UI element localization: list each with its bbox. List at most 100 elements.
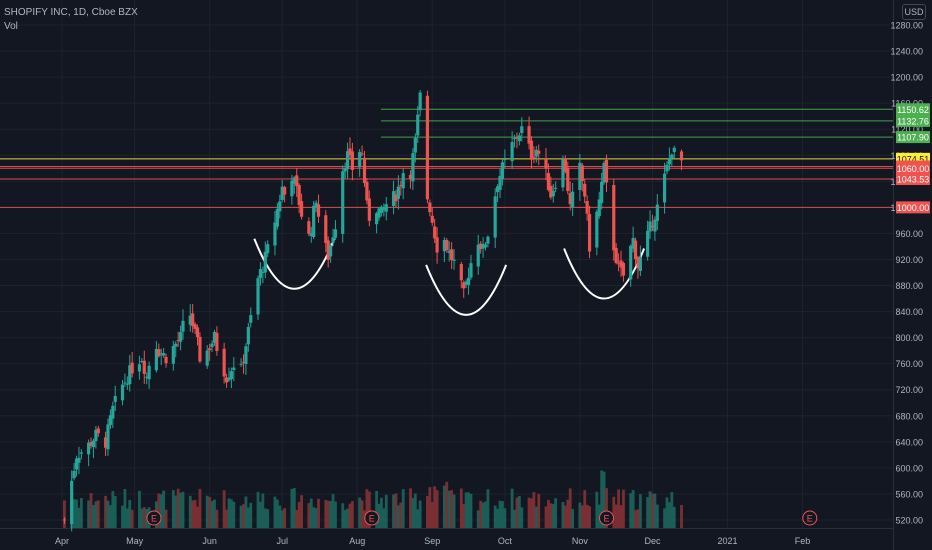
volume-bar xyxy=(568,488,572,528)
candle-body xyxy=(212,331,217,343)
price-tick-label: 1120.00 xyxy=(891,125,923,135)
candle-body xyxy=(665,164,669,172)
candle-body xyxy=(266,244,270,254)
candle-body xyxy=(181,320,185,332)
volume-bar xyxy=(433,486,437,528)
volume-bar xyxy=(537,493,541,528)
volume-bar xyxy=(239,505,243,528)
candle-body xyxy=(399,185,403,187)
candle-body xyxy=(408,174,413,179)
candle-body xyxy=(653,219,657,232)
candle-body xyxy=(171,345,175,364)
candle-body xyxy=(619,260,623,268)
volume-bar xyxy=(396,505,400,528)
volume-bar xyxy=(111,491,115,528)
candle-body xyxy=(600,181,604,203)
candle-body xyxy=(292,177,296,184)
price-tick-label: 800.00 xyxy=(895,333,923,343)
volume-bar xyxy=(566,499,570,528)
volume-bar xyxy=(617,489,620,528)
earnings-icon-label: E xyxy=(603,514,609,524)
candle-body xyxy=(529,140,534,160)
volume-bar xyxy=(121,505,124,528)
candle-body xyxy=(331,237,335,243)
currency-badge[interactable]: USD xyxy=(902,4,926,20)
volume-bar xyxy=(343,510,347,528)
time-tick-label: Dec xyxy=(644,536,661,546)
candle-body xyxy=(77,457,81,463)
candle-body xyxy=(585,200,589,214)
volume-bar xyxy=(213,499,216,528)
volume-bar xyxy=(442,485,446,528)
candle-body xyxy=(631,237,635,249)
candle-body xyxy=(396,186,400,199)
volume-bar xyxy=(515,497,519,528)
volume-bar xyxy=(292,488,296,528)
volume-bar xyxy=(484,501,487,528)
volume-bar xyxy=(544,506,548,528)
candle-body xyxy=(629,245,633,280)
candle-body xyxy=(106,424,110,450)
volume-bar xyxy=(191,500,195,528)
candle-body xyxy=(208,348,212,351)
volume-bar xyxy=(668,502,671,528)
volume-bar xyxy=(96,500,100,528)
candle-body xyxy=(367,198,371,221)
candle-body xyxy=(103,437,108,448)
candle-body xyxy=(159,353,163,355)
volume-bar xyxy=(413,493,417,528)
level-price-tag-label: 1150.62 xyxy=(897,105,929,115)
candle-body xyxy=(479,243,483,250)
volume-bar xyxy=(578,502,582,528)
candle-body xyxy=(191,313,195,327)
candle-body xyxy=(512,138,517,140)
candle-body xyxy=(377,208,381,218)
volume-bar xyxy=(634,510,637,528)
candle-body xyxy=(646,230,650,257)
volume-bar xyxy=(164,509,168,528)
time-tick-label: Jul xyxy=(276,536,288,546)
candle-body xyxy=(278,201,282,212)
level-price-tag xyxy=(896,201,930,214)
candle-body xyxy=(604,159,609,183)
earnings-icon-label: E xyxy=(369,514,375,524)
candle-body xyxy=(662,173,667,203)
volume-bar xyxy=(399,502,403,528)
volume-bar xyxy=(510,488,514,528)
volume-bar xyxy=(249,502,253,528)
level-price-tag xyxy=(896,103,930,116)
rounded-bottom-arc xyxy=(563,248,646,300)
candle-body xyxy=(500,162,505,179)
time-tick-label: Jun xyxy=(202,536,217,546)
candle-body xyxy=(679,151,684,161)
candle-body xyxy=(382,207,386,211)
volume-bar xyxy=(222,490,226,528)
price-tick-label: 600.00 xyxy=(895,463,923,473)
volume-bar xyxy=(411,497,415,528)
candle-body xyxy=(280,186,284,200)
candle-body xyxy=(466,277,471,286)
candle-body xyxy=(648,221,652,232)
volume-bar xyxy=(176,488,180,528)
volume-indicator-label[interactable]: Vol xyxy=(4,21,18,32)
volume-bar xyxy=(205,495,209,528)
candle-body xyxy=(229,371,233,380)
candle-body xyxy=(544,158,548,169)
earnings-icon xyxy=(599,510,614,526)
volume-bar xyxy=(638,494,642,528)
volume-bar xyxy=(104,495,107,528)
candle-body xyxy=(655,204,659,221)
candle-body xyxy=(312,205,316,238)
candle-body xyxy=(602,162,606,183)
price-tick-label: 520.00 xyxy=(895,516,923,526)
time-tick-label: May xyxy=(126,536,144,546)
volume-bar xyxy=(653,493,657,528)
candle-body xyxy=(362,157,367,184)
candle-body xyxy=(358,152,362,168)
candle-body xyxy=(571,191,575,208)
volume-bar xyxy=(464,492,468,528)
level-price-tag-label: 1060.00 xyxy=(897,164,930,174)
